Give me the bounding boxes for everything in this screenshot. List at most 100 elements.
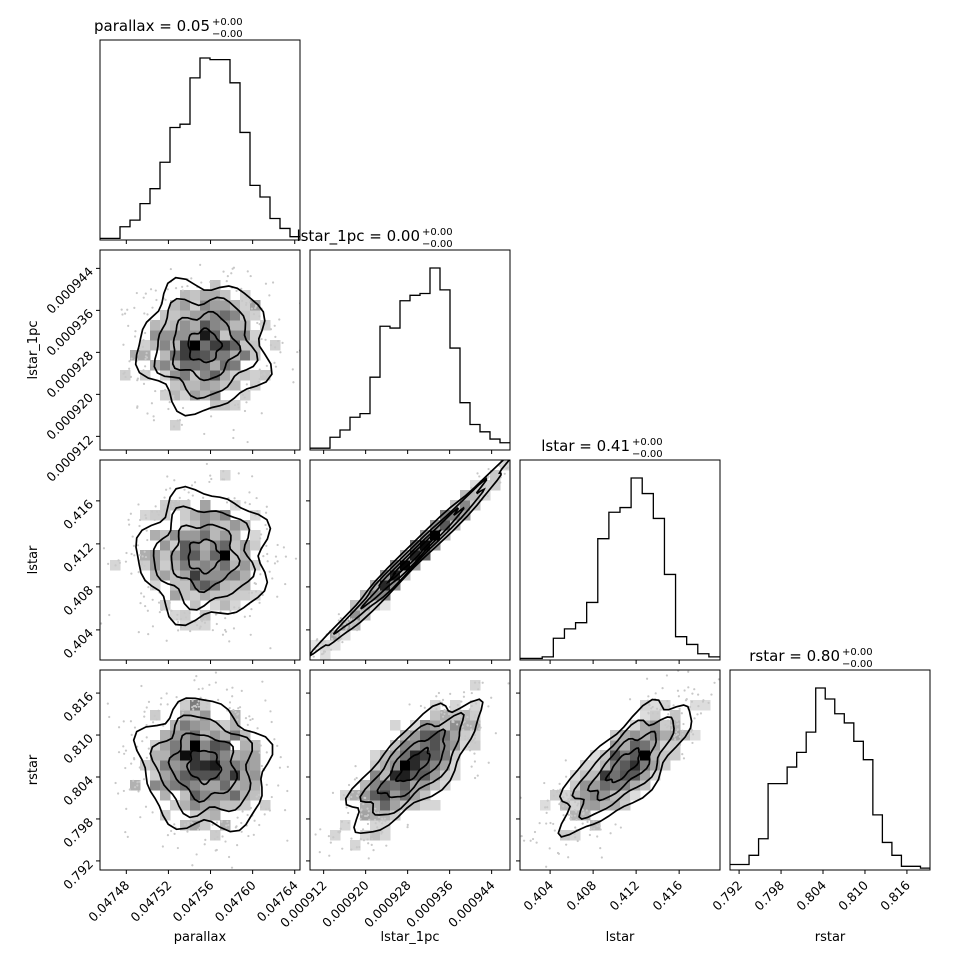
scatter-point (209, 280, 212, 284)
scatter-point (240, 830, 243, 833)
density-cell (620, 730, 631, 741)
density-cell (160, 390, 171, 401)
density-cell (160, 770, 171, 781)
scatter-point (205, 462, 208, 466)
scatter-point (278, 766, 282, 769)
scatter-point (127, 324, 130, 327)
density-cell (150, 320, 161, 331)
density-cell (350, 790, 361, 801)
scatter-point (131, 535, 134, 538)
density-cell (230, 360, 241, 371)
scatter-point (189, 630, 192, 633)
axes-frame (729, 669, 931, 871)
density-cell (460, 720, 471, 731)
scatter-point (569, 797, 572, 800)
density-cell (190, 780, 201, 791)
scatter-point (671, 710, 674, 714)
scatter-point (667, 713, 670, 716)
scatter-point (470, 704, 473, 708)
density-cell (230, 330, 241, 341)
density-cell (310, 640, 321, 651)
density-cell (140, 340, 151, 351)
histogram-step-line (310, 267, 510, 449)
density-cell (650, 770, 661, 781)
density-cell (160, 740, 171, 751)
scatter-point (143, 715, 146, 718)
scatter-point (251, 475, 254, 478)
scatter-point (209, 474, 212, 477)
density-cell (180, 500, 191, 511)
density-cell (660, 700, 671, 711)
scatter-point (359, 817, 362, 820)
density-layer (106, 671, 289, 869)
density-cell (200, 620, 211, 631)
scatter-point (130, 733, 133, 737)
density-cell (590, 750, 601, 761)
scatter-point (227, 855, 231, 859)
scatter-point (126, 835, 129, 838)
scatter-point (199, 702, 202, 706)
scatter-point (284, 555, 288, 558)
scatter-point (693, 717, 696, 720)
density-cell (420, 540, 431, 551)
scatter-point (666, 719, 670, 722)
scatter-point (322, 650, 326, 653)
scatter-point (338, 638, 341, 641)
scatter-point (545, 811, 548, 814)
density-cell (190, 530, 201, 541)
density-cell (610, 790, 621, 801)
scatter-point (139, 816, 142, 819)
scatter-point (122, 720, 125, 723)
density-cell (660, 760, 671, 771)
scatter-point (246, 723, 249, 726)
scatter-point (341, 640, 344, 644)
scatter-point (278, 318, 281, 321)
density-cell (450, 510, 461, 521)
x-tick-label: 0.792 (709, 878, 745, 914)
density-cell (230, 780, 241, 791)
scatter-point (176, 846, 179, 850)
scatter-point (707, 701, 710, 704)
density-cell (160, 340, 171, 351)
scatter-point (147, 586, 150, 589)
scatter-point (165, 639, 168, 642)
contour-line (586, 730, 657, 802)
scatter-point (249, 718, 252, 722)
scatter-point (161, 845, 164, 848)
scatter-point (153, 714, 156, 718)
scatter-point (443, 712, 446, 716)
scatter-point (187, 498, 190, 502)
density-cell (170, 750, 181, 761)
scatter-point (100, 622, 103, 625)
scatter-point (351, 791, 354, 794)
scatter-point (138, 780, 141, 783)
scatter-point (222, 270, 225, 273)
density-cell (210, 340, 221, 351)
density-cell (170, 350, 181, 361)
scatter-point (259, 704, 261, 706)
scatter-point (347, 811, 350, 815)
density-cell (160, 360, 171, 371)
density-cell (180, 330, 191, 341)
scatter-point (248, 502, 251, 506)
scatter-point (690, 730, 693, 733)
scatter-point (664, 723, 667, 726)
contour-line (152, 505, 257, 611)
title-superscript: +0.00 (842, 647, 873, 658)
scatter-point (256, 509, 259, 513)
contour-line (332, 477, 488, 635)
scatter-point (206, 702, 209, 706)
scatter-point (552, 794, 555, 797)
scatter-point (519, 454, 521, 456)
scatter-point (240, 689, 243, 692)
scatter-point (565, 804, 568, 807)
density-cell (350, 840, 361, 851)
density-cell (410, 800, 421, 811)
density-cell (230, 600, 241, 611)
density-cell (140, 760, 151, 771)
scatter-point (473, 760, 477, 763)
density-cell (490, 470, 501, 481)
density-cell (230, 590, 241, 601)
scatter-point (106, 702, 109, 705)
scatter-point (481, 681, 484, 684)
